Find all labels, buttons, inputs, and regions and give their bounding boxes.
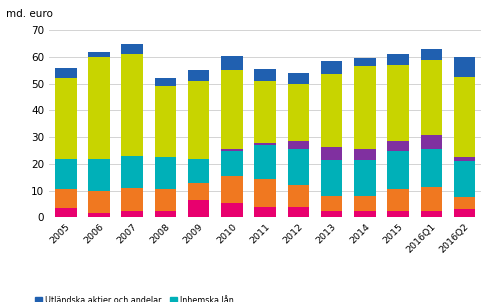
Bar bbox=[288, 207, 309, 217]
Bar bbox=[288, 84, 309, 141]
Bar bbox=[55, 159, 77, 189]
Bar bbox=[254, 143, 276, 145]
Bar bbox=[254, 179, 276, 207]
Bar bbox=[387, 141, 409, 151]
Bar bbox=[221, 203, 243, 217]
Bar bbox=[420, 187, 442, 211]
Bar bbox=[254, 207, 276, 217]
Bar bbox=[221, 176, 243, 203]
Bar bbox=[420, 49, 442, 59]
Bar bbox=[155, 189, 176, 211]
Bar bbox=[354, 211, 376, 217]
Bar bbox=[155, 78, 176, 86]
Bar bbox=[88, 57, 110, 159]
Bar bbox=[121, 211, 143, 217]
Bar bbox=[155, 211, 176, 217]
Bar bbox=[155, 86, 176, 157]
Bar bbox=[387, 189, 409, 211]
Bar bbox=[420, 134, 442, 149]
Bar bbox=[288, 73, 309, 84]
Bar bbox=[387, 151, 409, 189]
Bar bbox=[354, 149, 376, 160]
Bar bbox=[254, 81, 276, 143]
Bar bbox=[121, 188, 143, 211]
Bar bbox=[420, 59, 442, 134]
Bar bbox=[254, 69, 276, 81]
Legend: Utländska aktier och andelar, Inhemska aktier och andelar, Utländska lån, Inhems: Utländska aktier och andelar, Inhemska a… bbox=[31, 293, 286, 302]
Bar bbox=[55, 208, 77, 217]
Bar bbox=[354, 58, 376, 66]
Bar bbox=[188, 200, 210, 217]
Bar bbox=[221, 149, 243, 151]
Bar bbox=[321, 160, 342, 196]
Bar bbox=[354, 196, 376, 211]
Bar bbox=[321, 196, 342, 211]
Bar bbox=[454, 198, 475, 209]
Text: md. euro: md. euro bbox=[6, 9, 53, 19]
Bar bbox=[221, 56, 243, 70]
Bar bbox=[454, 157, 475, 161]
Bar bbox=[121, 43, 143, 54]
Bar bbox=[55, 189, 77, 208]
Bar bbox=[188, 183, 210, 200]
Bar bbox=[354, 160, 376, 196]
Bar bbox=[88, 214, 110, 217]
Bar bbox=[121, 156, 143, 188]
Bar bbox=[188, 70, 210, 81]
Bar bbox=[88, 159, 110, 191]
Bar bbox=[155, 157, 176, 189]
Bar bbox=[55, 68, 77, 78]
Bar bbox=[420, 149, 442, 187]
Bar bbox=[88, 52, 110, 57]
Bar bbox=[387, 54, 409, 65]
Bar bbox=[121, 54, 143, 156]
Bar bbox=[420, 211, 442, 217]
Bar bbox=[188, 81, 210, 159]
Bar bbox=[454, 209, 475, 217]
Bar bbox=[321, 74, 342, 146]
Bar bbox=[321, 211, 342, 217]
Bar bbox=[221, 70, 243, 149]
Bar bbox=[321, 146, 342, 160]
Bar bbox=[354, 66, 376, 149]
Bar bbox=[454, 161, 475, 198]
Bar bbox=[321, 61, 342, 74]
Bar bbox=[454, 77, 475, 157]
Bar bbox=[288, 141, 309, 149]
Bar bbox=[288, 149, 309, 185]
Bar bbox=[387, 65, 409, 141]
Bar bbox=[55, 78, 77, 159]
Bar bbox=[221, 151, 243, 176]
Bar bbox=[454, 57, 475, 77]
Bar bbox=[88, 191, 110, 214]
Bar bbox=[188, 159, 210, 183]
Bar bbox=[288, 185, 309, 207]
Bar bbox=[254, 145, 276, 179]
Bar bbox=[387, 211, 409, 217]
